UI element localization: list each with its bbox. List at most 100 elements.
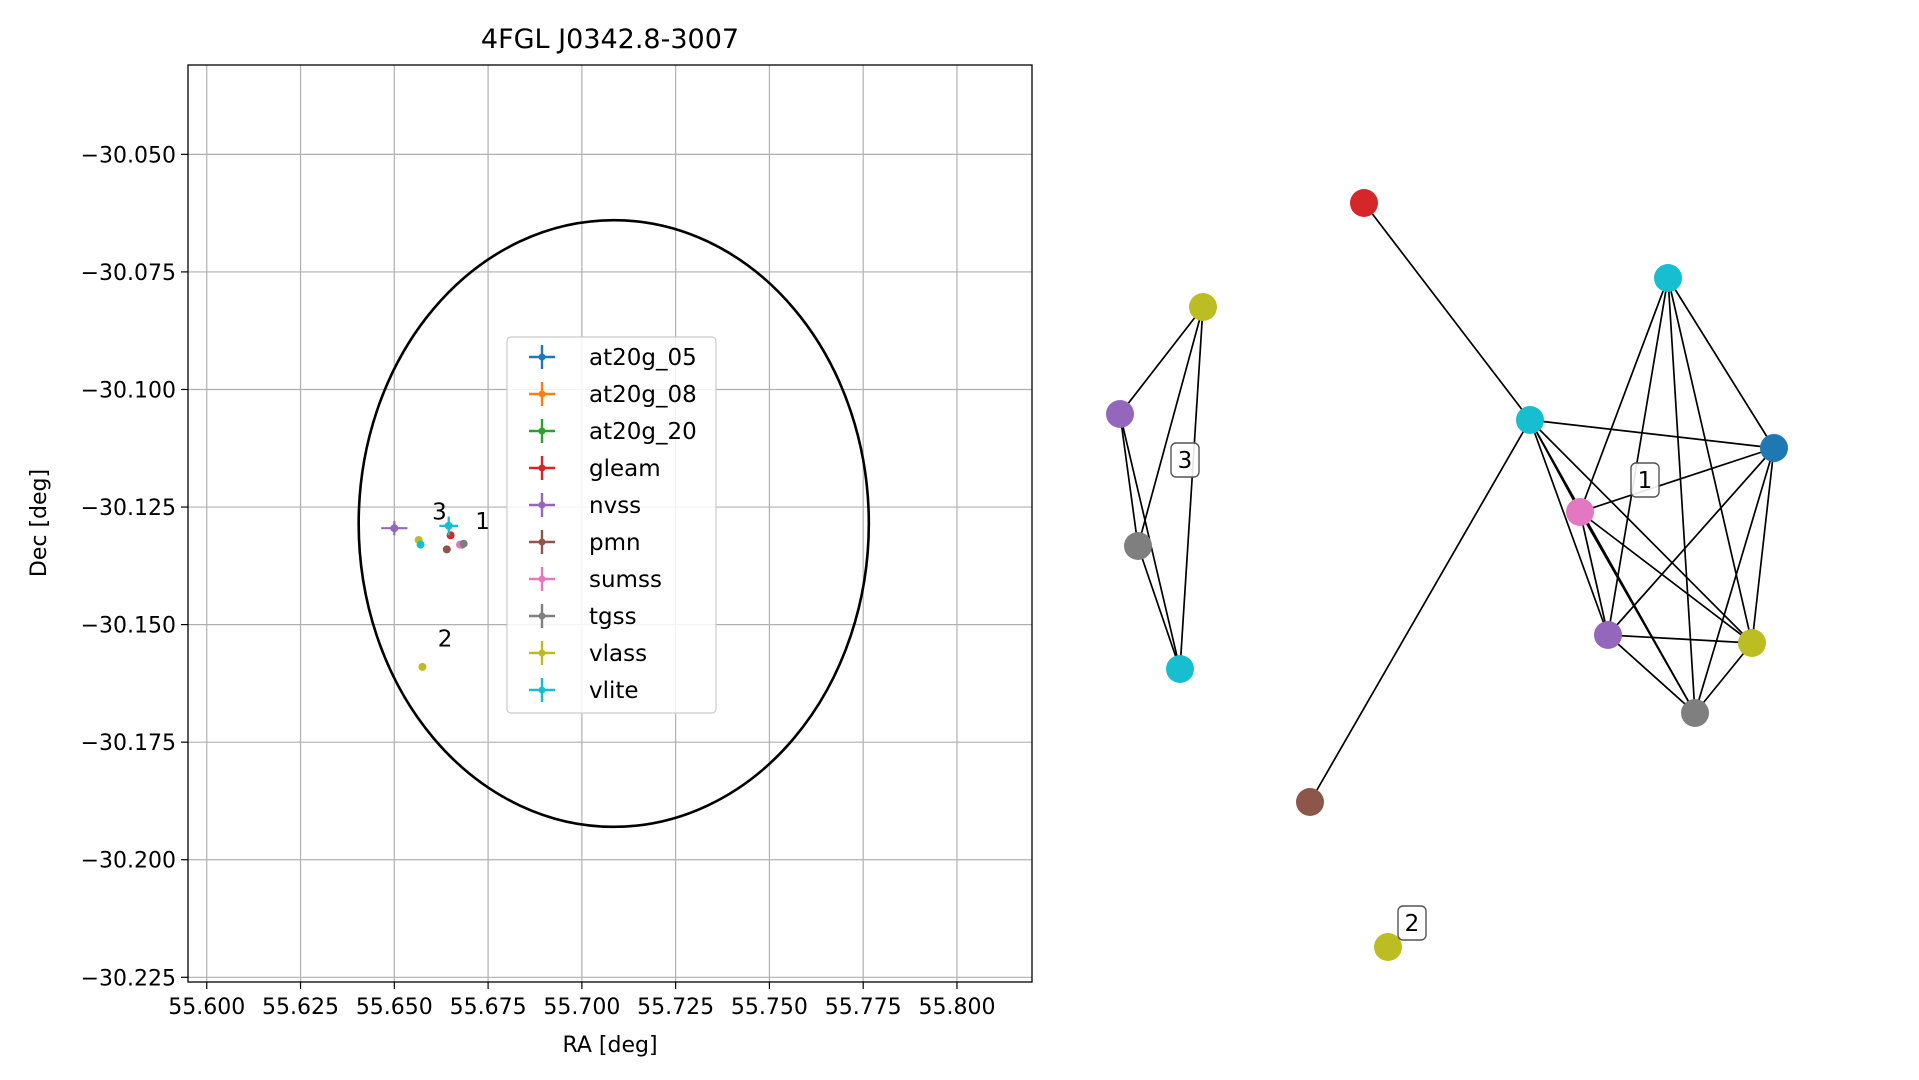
y-tick-label: −30.100: [81, 378, 176, 403]
network-node-g_red: [1350, 189, 1378, 217]
uncertainty-ellipse: [357, 218, 871, 829]
network-edge: [1529, 419, 1775, 449]
network-edges: [1119, 202, 1775, 803]
network-node-c1_vlite: [1654, 264, 1682, 292]
chart-title: 4FGL J0342.8-3007: [481, 24, 739, 55]
network-edge: [1529, 419, 1609, 636]
legend-marker-nvss: [538, 501, 546, 509]
legend-label: vlite: [589, 678, 639, 704]
network-edge: [1751, 447, 1775, 644]
vlite-point: [444, 521, 453, 530]
network-node-c1_vlass: [1738, 629, 1766, 657]
network-node-g_brown: [1296, 788, 1324, 816]
legend-label: sumss: [589, 567, 662, 593]
network-edge: [1694, 447, 1775, 714]
network-edge: [1579, 511, 1696, 714]
vlass-point: [418, 662, 427, 671]
network-edge: [1137, 545, 1181, 670]
point-annotations: 3 1 2: [432, 500, 490, 653]
y-tick-label: −30.200: [81, 849, 176, 874]
cluster-label-box: [1170, 442, 1200, 478]
x-tick-label: 55.625: [262, 995, 339, 1020]
network-edge: [1579, 277, 1669, 513]
y-tick-label: −30.175: [81, 731, 176, 756]
legend-label: pmn: [589, 530, 641, 556]
legend-marker-vlite: [538, 686, 546, 694]
x-tick-label: 55.800: [918, 995, 995, 1020]
x-tick-label: 55.775: [825, 995, 902, 1020]
legend-marker-at20g_08: [538, 390, 546, 398]
x-tick-label: 55.700: [543, 995, 620, 1020]
pmn-point: [442, 545, 451, 554]
cluster-label: 1: [1638, 468, 1653, 494]
legend-label: at20g_05: [589, 345, 697, 371]
network-edge: [1607, 447, 1775, 636]
legend-marker-sumss: [538, 575, 546, 583]
network-node-g_vlite_top: [1516, 406, 1544, 434]
legend-marker-gleam: [538, 464, 546, 472]
legend-label: at20g_20: [589, 419, 697, 445]
network-edge: [1179, 306, 1204, 670]
y-tick-label: −30.050: [81, 143, 176, 168]
plot-frame: [187, 64, 1033, 983]
network-edge: [1363, 202, 1531, 421]
cluster-label-box: [1397, 905, 1427, 941]
legend-label: vlass: [589, 641, 647, 667]
network-edge: [1579, 511, 1753, 644]
legend-label: gleam: [589, 456, 661, 482]
x-axis-ticks: 55.600 55.625 55.650 55.675 55.700 55.725 55.7…: [168, 982, 995, 1020]
point-annotation: 2: [438, 626, 453, 652]
network-edge: [1667, 277, 1696, 714]
y-axis-ticks: −30.050 −30.075 −30.100 −30.125 −30.150 −30.1…: [81, 143, 188, 991]
legend-box: [506, 336, 717, 714]
y-axis-label: Dec [deg]: [27, 469, 52, 577]
network-node-c1_pink: [1566, 498, 1594, 526]
cluster-labels: 3 1 2: [1170, 442, 1660, 941]
y-tick-label: −30.150: [81, 614, 176, 639]
tgss-point: [459, 539, 468, 548]
network-edge: [1667, 277, 1753, 644]
network-node-c1_tgss: [1681, 699, 1709, 727]
cluster-label: 2: [1405, 911, 1420, 937]
nvss-point: [390, 524, 399, 533]
network-edge: [1309, 419, 1531, 803]
network-edge: [1119, 413, 1139, 547]
network-edge: [1667, 277, 1775, 449]
network-edge: [1694, 642, 1753, 714]
network-edge: [1607, 634, 1696, 714]
legend-label: at20g_08: [589, 382, 697, 408]
legend-label: tgss: [589, 604, 637, 630]
network-edge: [1137, 306, 1204, 547]
legend-marker-at20g_05: [538, 353, 546, 361]
network-node-c2_vlass: [1374, 933, 1402, 961]
network-edge: [1607, 277, 1669, 636]
y-tick-label: −30.075: [81, 261, 176, 286]
x-tick-label: 55.650: [356, 995, 433, 1020]
cluster-label: 3: [1178, 448, 1193, 474]
legend-marker-at20g_20: [538, 427, 546, 435]
legend-marker-pmn: [538, 538, 546, 546]
network-node-c3_vlass: [1189, 293, 1217, 321]
legend-marker-vlass: [538, 649, 546, 657]
network-node-c3_tgss: [1124, 532, 1152, 560]
point-annotation: 3: [432, 500, 447, 526]
point-annotation: 1: [475, 509, 490, 535]
network-edge: [1579, 447, 1775, 513]
legend-label: nvss: [589, 493, 641, 519]
y-tick-label: −30.125: [81, 496, 176, 521]
network-edge: [1607, 634, 1753, 644]
cluster-label-box: [1630, 462, 1660, 498]
vlite-point: [416, 540, 425, 549]
x-tick-label: 55.750: [731, 995, 808, 1020]
network-edge: [1579, 511, 1609, 636]
network-edge: [1119, 306, 1204, 415]
legend-marker-tgss: [538, 612, 546, 620]
x-tick-label: 55.600: [168, 995, 245, 1020]
y-tick-label: −30.225: [81, 966, 176, 991]
network-nodes: [1106, 189, 1788, 961]
network-edge: [1529, 419, 1753, 644]
network-node-c3_nvss: [1106, 400, 1134, 428]
data-points: [381, 516, 468, 671]
